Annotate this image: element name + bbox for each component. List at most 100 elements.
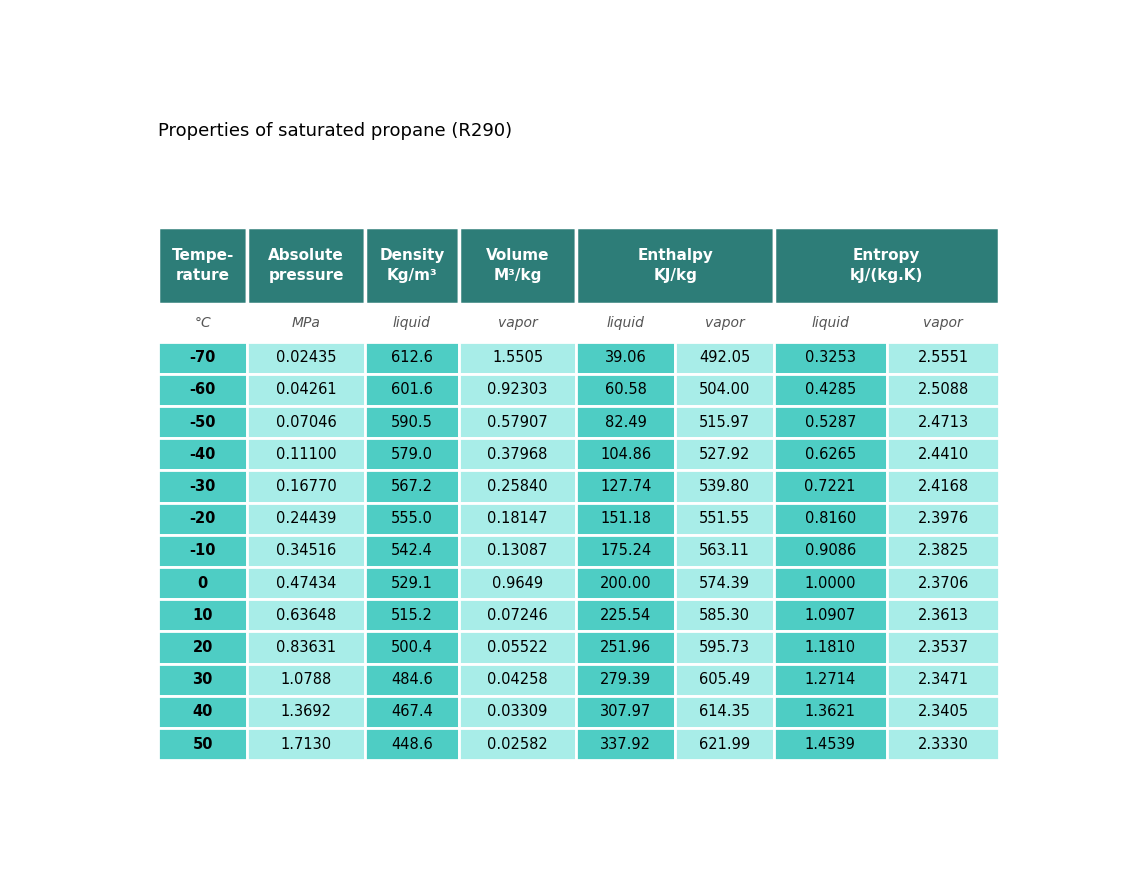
FancyBboxPatch shape bbox=[364, 535, 459, 567]
Text: 0.37968: 0.37968 bbox=[487, 446, 548, 462]
FancyBboxPatch shape bbox=[675, 503, 774, 535]
FancyBboxPatch shape bbox=[158, 438, 248, 470]
Text: 2.3471: 2.3471 bbox=[918, 673, 969, 688]
Text: vapor: vapor bbox=[704, 316, 745, 330]
FancyBboxPatch shape bbox=[675, 728, 774, 760]
FancyBboxPatch shape bbox=[459, 438, 576, 470]
FancyBboxPatch shape bbox=[459, 342, 576, 374]
Text: 2.4713: 2.4713 bbox=[918, 415, 969, 430]
Text: 448.6: 448.6 bbox=[392, 737, 433, 752]
Text: Density
Kg/m³: Density Kg/m³ bbox=[379, 248, 444, 283]
FancyBboxPatch shape bbox=[248, 631, 364, 664]
FancyBboxPatch shape bbox=[248, 664, 364, 695]
FancyBboxPatch shape bbox=[886, 374, 999, 406]
Text: 2.4410: 2.4410 bbox=[917, 446, 969, 462]
Text: 605.49: 605.49 bbox=[699, 673, 750, 688]
Text: 0.8160: 0.8160 bbox=[804, 511, 856, 526]
Text: 492.05: 492.05 bbox=[699, 350, 750, 365]
Text: 0.11100: 0.11100 bbox=[276, 446, 336, 462]
Text: 612.6: 612.6 bbox=[392, 350, 433, 365]
Text: 200.00: 200.00 bbox=[600, 575, 651, 590]
Text: 2.3330: 2.3330 bbox=[918, 737, 969, 752]
FancyBboxPatch shape bbox=[158, 503, 248, 535]
FancyBboxPatch shape bbox=[364, 374, 459, 406]
FancyBboxPatch shape bbox=[774, 470, 886, 503]
Text: 2.3825: 2.3825 bbox=[918, 544, 969, 559]
Text: 621.99: 621.99 bbox=[699, 737, 750, 752]
Text: 1.5505: 1.5505 bbox=[492, 350, 543, 365]
FancyBboxPatch shape bbox=[576, 406, 675, 438]
FancyBboxPatch shape bbox=[774, 664, 886, 695]
FancyBboxPatch shape bbox=[248, 599, 364, 631]
FancyBboxPatch shape bbox=[774, 374, 886, 406]
FancyBboxPatch shape bbox=[774, 342, 886, 374]
Text: 20: 20 bbox=[192, 640, 213, 655]
FancyBboxPatch shape bbox=[248, 695, 364, 728]
FancyBboxPatch shape bbox=[886, 342, 999, 374]
Text: 590.5: 590.5 bbox=[392, 415, 433, 430]
Text: 551.55: 551.55 bbox=[699, 511, 750, 526]
Text: -50: -50 bbox=[189, 415, 216, 430]
Text: 585.30: 585.30 bbox=[699, 608, 750, 623]
Text: 175.24: 175.24 bbox=[600, 544, 651, 559]
FancyBboxPatch shape bbox=[576, 374, 675, 406]
Text: 127.74: 127.74 bbox=[600, 479, 651, 494]
FancyBboxPatch shape bbox=[364, 695, 459, 728]
FancyBboxPatch shape bbox=[576, 599, 675, 631]
Text: Entropy
kJ/(kg.K): Entropy kJ/(kg.K) bbox=[849, 248, 924, 283]
Text: 1.4539: 1.4539 bbox=[804, 737, 856, 752]
Text: 0.9086: 0.9086 bbox=[804, 544, 856, 559]
FancyBboxPatch shape bbox=[364, 342, 459, 374]
Text: vapor: vapor bbox=[924, 316, 963, 330]
Text: Enthalpy
KJ/kg: Enthalpy KJ/kg bbox=[637, 248, 713, 283]
FancyBboxPatch shape bbox=[459, 470, 576, 503]
Text: 0.07046: 0.07046 bbox=[276, 415, 336, 430]
FancyBboxPatch shape bbox=[248, 535, 364, 567]
Text: 0.03309: 0.03309 bbox=[487, 704, 548, 719]
Text: -70: -70 bbox=[189, 350, 216, 365]
FancyBboxPatch shape bbox=[248, 503, 364, 535]
FancyBboxPatch shape bbox=[675, 438, 774, 470]
FancyBboxPatch shape bbox=[248, 227, 364, 304]
FancyBboxPatch shape bbox=[675, 599, 774, 631]
FancyBboxPatch shape bbox=[158, 728, 248, 760]
Text: 0.57907: 0.57907 bbox=[487, 415, 548, 430]
FancyBboxPatch shape bbox=[675, 374, 774, 406]
FancyBboxPatch shape bbox=[158, 406, 248, 438]
FancyBboxPatch shape bbox=[158, 535, 248, 567]
Text: 1.3621: 1.3621 bbox=[804, 704, 856, 719]
FancyBboxPatch shape bbox=[774, 728, 886, 760]
FancyBboxPatch shape bbox=[576, 567, 675, 599]
Text: 225.54: 225.54 bbox=[600, 608, 651, 623]
Text: 1.3692: 1.3692 bbox=[280, 704, 332, 719]
Text: 307.97: 307.97 bbox=[600, 704, 651, 719]
Text: 0.16770: 0.16770 bbox=[276, 479, 336, 494]
Text: 2.3613: 2.3613 bbox=[918, 608, 969, 623]
Text: 0.4285: 0.4285 bbox=[804, 382, 856, 397]
FancyBboxPatch shape bbox=[774, 599, 886, 631]
Text: 2.3537: 2.3537 bbox=[918, 640, 969, 655]
FancyBboxPatch shape bbox=[886, 631, 999, 664]
Text: 504.00: 504.00 bbox=[699, 382, 750, 397]
Text: 0.7221: 0.7221 bbox=[804, 479, 856, 494]
Text: 251.96: 251.96 bbox=[600, 640, 651, 655]
Text: 0: 0 bbox=[198, 575, 208, 590]
FancyBboxPatch shape bbox=[364, 470, 459, 503]
Text: 2.5551: 2.5551 bbox=[918, 350, 969, 365]
FancyBboxPatch shape bbox=[248, 374, 364, 406]
FancyBboxPatch shape bbox=[364, 599, 459, 631]
FancyBboxPatch shape bbox=[675, 664, 774, 695]
Text: 0.18147: 0.18147 bbox=[487, 511, 548, 526]
FancyBboxPatch shape bbox=[774, 631, 886, 664]
FancyBboxPatch shape bbox=[886, 728, 999, 760]
FancyBboxPatch shape bbox=[459, 695, 576, 728]
FancyBboxPatch shape bbox=[158, 695, 248, 728]
Text: 555.0: 555.0 bbox=[392, 511, 433, 526]
FancyBboxPatch shape bbox=[459, 728, 576, 760]
Text: 563.11: 563.11 bbox=[699, 544, 750, 559]
FancyBboxPatch shape bbox=[675, 631, 774, 664]
FancyBboxPatch shape bbox=[774, 567, 886, 599]
FancyBboxPatch shape bbox=[158, 342, 248, 374]
Text: 2.5088: 2.5088 bbox=[917, 382, 969, 397]
FancyBboxPatch shape bbox=[774, 227, 999, 304]
